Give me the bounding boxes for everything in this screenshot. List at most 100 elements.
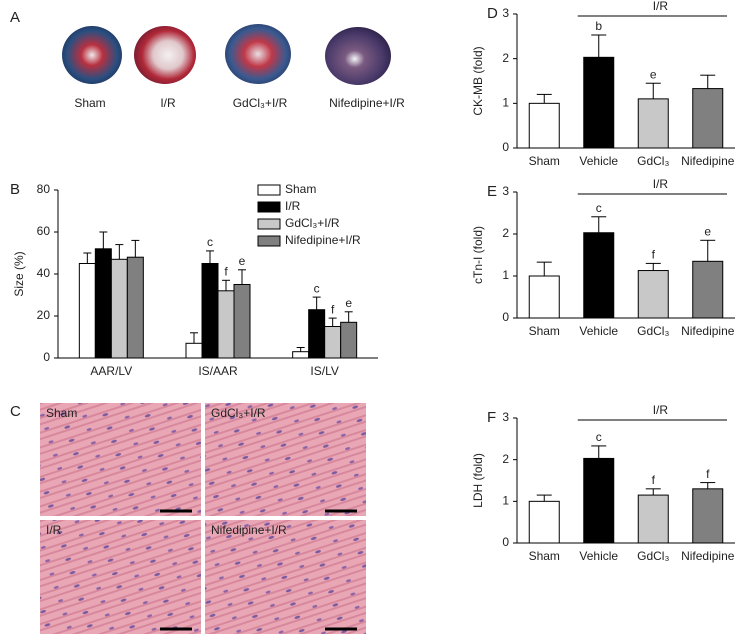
panel-label: A — [10, 9, 20, 26]
legend-swatch — [257, 235, 281, 247]
x-tick-label: Sham — [529, 324, 560, 338]
bar — [340, 321, 358, 359]
y-tick-label: 60 — [37, 224, 51, 238]
panel-label: B — [10, 181, 20, 198]
y-tick-label: 0 — [502, 535, 509, 549]
bar — [94, 248, 112, 359]
x-tick-label: AAR/LV — [90, 364, 132, 378]
bar — [78, 263, 96, 359]
bar — [637, 494, 669, 544]
image-label: Sham — [46, 406, 77, 420]
histology-image — [205, 520, 366, 634]
image-label: Nifedipine+I/R — [211, 523, 287, 537]
y-tick-label: 0 — [43, 350, 50, 364]
x-tick-label: Sham — [529, 549, 560, 563]
y-axis-label: CK-MB (fold) — [471, 46, 485, 115]
bar — [583, 457, 615, 544]
bar — [528, 102, 560, 149]
bar — [637, 270, 669, 319]
x-tick-label: Nifedipine — [681, 324, 735, 338]
bar — [308, 309, 326, 359]
significance-letter: e — [345, 296, 352, 310]
panel-label: C — [10, 403, 21, 420]
image-label: Sham — [74, 96, 105, 110]
image-label: GdCl₃+I/R — [233, 96, 288, 110]
bar — [583, 56, 615, 149]
image-label: I/R — [160, 96, 176, 110]
x-tick-label: GdCl₃ — [637, 549, 669, 563]
significance-letter: c — [314, 281, 320, 295]
y-tick-label: 1 — [502, 494, 509, 508]
significance-letter: c — [207, 235, 213, 249]
significance-letter: c — [596, 430, 602, 444]
panel-label: F — [487, 409, 496, 426]
panel-label: E — [487, 183, 497, 200]
bar — [201, 263, 219, 359]
y-axis-label: LDH (fold) — [471, 453, 485, 508]
bar — [528, 275, 560, 319]
bar — [292, 351, 310, 359]
legend-swatch — [257, 218, 281, 230]
x-tick-label: Nifedipine — [681, 154, 735, 168]
bar — [637, 98, 669, 149]
y-tick-label: 2 — [502, 452, 509, 466]
bar — [583, 232, 615, 319]
x-tick-label: Sham — [529, 154, 560, 168]
bar — [126, 256, 144, 359]
y-tick-label: 2 — [502, 226, 509, 240]
significance-letter: e — [239, 254, 246, 268]
y-tick-label: 20 — [37, 308, 51, 322]
bar — [324, 326, 342, 359]
y-tick-label: 2 — [502, 51, 509, 65]
bracket-label: I/R — [653, 403, 669, 417]
x-tick-label: IS/LV — [310, 364, 338, 378]
bar — [528, 500, 560, 544]
significance-letter: b — [595, 19, 602, 33]
significance-letter: f — [652, 473, 656, 487]
panel-label: D — [487, 5, 498, 22]
legend-label: Sham — [285, 182, 316, 196]
bar — [692, 260, 724, 319]
x-tick-label: GdCl₃ — [637, 324, 669, 338]
x-tick-label: Vehicle — [579, 324, 618, 338]
scale-bars — [160, 509, 357, 631]
y-tick-label: 3 — [502, 6, 509, 20]
legend-label: I/R — [285, 199, 301, 213]
heart-image — [134, 26, 196, 84]
heart-image — [62, 26, 122, 84]
x-tick-label: Nifedipine — [681, 549, 735, 563]
y-tick-label: 1 — [502, 268, 509, 282]
y-tick-label: 0 — [502, 140, 509, 154]
legend-swatch — [257, 184, 281, 196]
bar — [233, 284, 251, 359]
heart-image — [325, 27, 391, 85]
bar — [217, 290, 235, 359]
y-axis-label: Size (%) — [12, 251, 26, 296]
significance-letter: f — [224, 264, 228, 278]
legend-label: Nifedipine+I/R — [285, 233, 361, 247]
bar — [692, 488, 724, 544]
histology-image — [40, 520, 201, 634]
significance-letter: c — [596, 201, 602, 215]
y-tick-label: 3 — [502, 184, 509, 198]
image-label: Nifedipine+I/R — [329, 96, 405, 110]
significance-letter: f — [331, 302, 335, 316]
histology-image — [40, 403, 201, 516]
significance-letter: e — [650, 67, 657, 81]
bar — [692, 88, 724, 149]
x-tick-label: GdCl₃ — [637, 154, 669, 168]
bracket-label: I/R — [653, 177, 669, 191]
x-tick-label: Vehicle — [579, 549, 618, 563]
image-label: GdCl₃+I/R — [211, 406, 266, 420]
legend-swatch — [257, 201, 281, 213]
bar — [110, 258, 128, 359]
y-tick-label: 3 — [502, 410, 509, 424]
heart-image — [225, 24, 291, 84]
legend-label: GdCl₃+I/R — [285, 216, 340, 230]
x-tick-label: Vehicle — [579, 154, 618, 168]
significance-letter: f — [652, 248, 656, 262]
histology-image — [205, 403, 366, 516]
y-tick-label: 80 — [37, 182, 51, 196]
y-tick-label: 1 — [502, 96, 509, 110]
y-tick-label: 0 — [502, 310, 509, 324]
